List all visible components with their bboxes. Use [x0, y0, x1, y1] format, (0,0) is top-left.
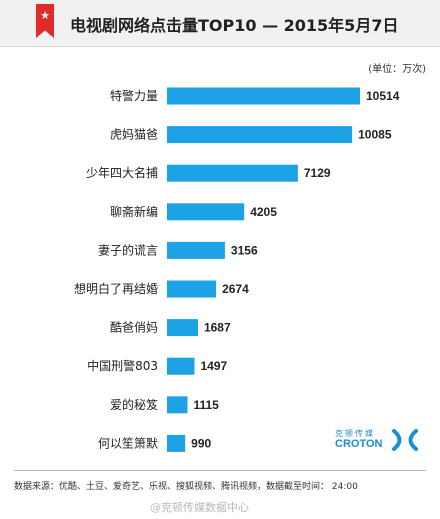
bar [167, 203, 245, 221]
value-label: 7129 [304, 166, 331, 180]
value-label: 1687 [204, 321, 231, 335]
value-label: 990 [191, 436, 211, 450]
value-label: 4205 [250, 205, 277, 219]
value-label: 3156 [231, 243, 258, 257]
watermark: @克顿传媒数据中心 [150, 501, 249, 514]
category-label: 聊斋新编 [110, 204, 158, 219]
header-bar: ★ 电视剧网络点击量TOP10 — 2015年5月7日 [0, 0, 440, 47]
bar [167, 87, 360, 105]
bar [167, 319, 198, 337]
category-label: 妻子的谎言 [98, 242, 158, 257]
croton-logo: 克顿传媒 CROTON [333, 428, 419, 454]
value-label: 2674 [222, 282, 249, 296]
bar [167, 396, 188, 414]
logo-chinese-text: 克顿传媒 [335, 429, 375, 438]
star-bookmark-icon: ★ [36, 4, 54, 38]
bar [167, 164, 298, 182]
bar-chart: 特警力量 10514 虎妈猫爸 10085 少年四大名捕 7129 聊斋新编 4205 妻子的谎… [74, 87, 400, 452]
bar [167, 357, 195, 375]
croton-logo-icon [392, 429, 418, 451]
category-label: 酷爸俏妈 [110, 321, 158, 335]
value-label: 1115 [193, 398, 219, 412]
logo-english-text: CROTON [335, 438, 383, 450]
value-label: 1497 [200, 359, 227, 373]
bar [167, 126, 353, 144]
category-label: 中国刑警803 [87, 358, 158, 373]
value-label: 10514 [366, 89, 400, 103]
category-label: 想明白了再结婚 [74, 281, 158, 296]
category-label: 特警力量 [110, 88, 158, 103]
bar [167, 280, 217, 298]
category-label: 爱的秘笈 [110, 397, 158, 412]
category-label: 少年四大名捕 [86, 165, 158, 180]
category-label: 虎妈猫爸 [110, 128, 158, 142]
category-label: 何以笙箫默 [98, 435, 158, 450]
chart-title: 电视剧网络点击量TOP10 — 2015年5月7日 [70, 16, 399, 35]
data-source-note: 数据来源：优酷、土豆、爱奇艺、乐视、搜狐视频、腾讯视频，数据截至时间： 24:0… [14, 482, 358, 492]
bar [167, 241, 225, 259]
bar [167, 434, 186, 452]
unit-label: (单位：万次) [368, 64, 426, 75]
footer-divider [14, 470, 426, 471]
value-label: 10085 [358, 128, 392, 142]
